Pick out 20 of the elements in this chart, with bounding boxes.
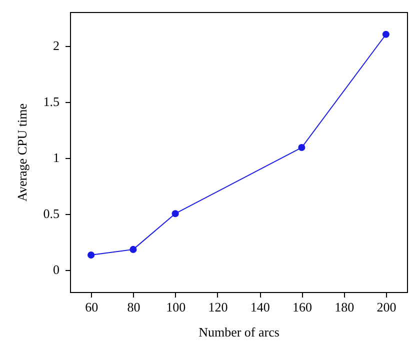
point — [130, 246, 137, 253]
x-tick-label: 140 — [250, 300, 270, 314]
x-tick-label: 200 — [376, 300, 396, 314]
x-tick-label: 80 — [127, 300, 140, 314]
y-tick-label: 2 — [53, 38, 60, 54]
y-axis-title: Average CPU time — [14, 103, 30, 202]
point — [88, 252, 95, 259]
point — [172, 210, 179, 218]
x-tick-label: 100 — [166, 300, 186, 314]
y-tick-label: 0.5 — [43, 206, 60, 222]
point — [298, 144, 306, 152]
x-tick-label: 160 — [292, 300, 312, 314]
x-tick-label: 180 — [334, 300, 354, 314]
y-tick-label: 1.5 — [43, 94, 60, 110]
x-tick-label: 120 — [208, 300, 228, 314]
point — [382, 30, 390, 38]
y-tick-label: 1 — [53, 150, 60, 166]
x-tick-label: 60 — [85, 300, 98, 314]
x-axis-title: Number of arcs — [198, 324, 280, 340]
y-tick-label: 0 — [53, 262, 60, 278]
